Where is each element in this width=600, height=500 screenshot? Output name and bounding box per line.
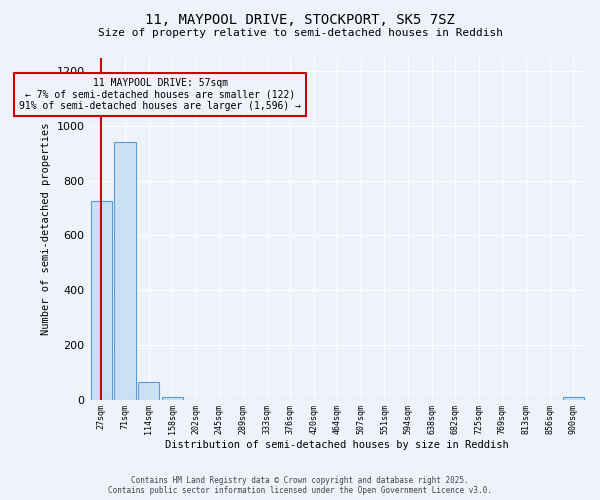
Bar [91,200,112,400]
Text: 11, MAYPOOL DRIVE, STOCKPORT, SK5 7SZ: 11, MAYPOOL DRIVE, STOCKPORT, SK5 7SZ [145,12,455,26]
Bar [138,382,159,400]
Y-axis label: Number of semi-detached properties: Number of semi-detached properties [41,122,51,335]
Text: Contains HM Land Registry data © Crown copyright and database right 2025.
Contai: Contains HM Land Registry data © Crown c… [108,476,492,495]
Bar [161,397,183,400]
Text: 11 MAYPOOL DRIVE: 57sqm
← 7% of semi-detached houses are smaller (122)
91% of se: 11 MAYPOOL DRIVE: 57sqm ← 7% of semi-det… [19,78,301,111]
Text: Size of property relative to semi-detached houses in Reddish: Size of property relative to semi-detach… [97,28,503,38]
Bar [563,398,584,400]
X-axis label: Distribution of semi-detached houses by size in Reddish: Distribution of semi-detached houses by … [166,440,509,450]
Bar [115,142,136,400]
